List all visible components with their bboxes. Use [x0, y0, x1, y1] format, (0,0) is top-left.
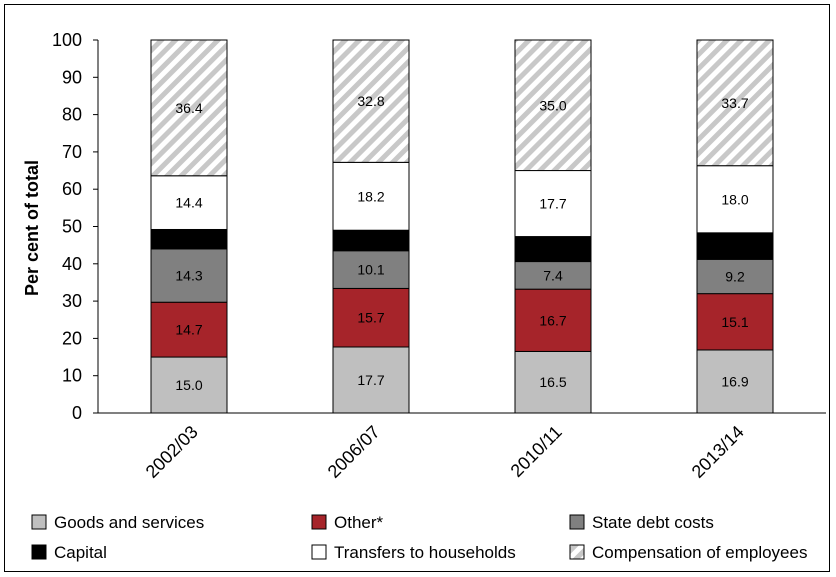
y-tick-label: 0 [72, 403, 82, 423]
legend-label: Other* [334, 513, 384, 532]
data-label: 14.4 [175, 195, 202, 211]
data-label: 32.8 [357, 93, 384, 109]
data-label: 18.0 [721, 191, 748, 207]
data-label: 6.7 [543, 241, 563, 257]
data-label: 15.7 [357, 310, 384, 326]
legend: Goods and services Other* State debt costs… [32, 513, 807, 562]
y-tick-label: 20 [62, 328, 82, 348]
y-tick-label: 90 [62, 67, 82, 87]
legend-swatch [32, 515, 46, 529]
data-label: 5.5 [361, 232, 381, 248]
x-tick-labels: 2002/03 2006/07 2010/11 2013/14 [142, 422, 748, 482]
y-tick-label: 30 [62, 291, 82, 311]
data-label: 15.1 [721, 314, 748, 330]
data-label: 9.2 [725, 268, 745, 284]
y-tick-label: 10 [62, 366, 82, 386]
x-tick-label: 2010/11 [507, 422, 566, 481]
data-label: 36.4 [175, 100, 202, 116]
legend-swatch [570, 515, 584, 529]
legend-swatch [32, 545, 46, 559]
legend-label: Capital [54, 543, 107, 562]
legend-label: Compensation of employees [592, 543, 807, 562]
x-tick-label: 2006/07 [324, 422, 384, 482]
x-tick-label: 2013/14 [688, 422, 748, 482]
data-label: 16.7 [539, 312, 566, 328]
data-label: 7.4 [543, 267, 563, 283]
data-label: 18.2 [357, 188, 384, 204]
x-tick-label: 2002/03 [142, 422, 202, 482]
y-tick-label: 70 [62, 142, 82, 162]
data-label: 10.1 [357, 262, 384, 278]
data-label: 14.7 [175, 322, 202, 338]
data-label: 17.7 [357, 372, 384, 388]
data-label: 7.1 [725, 238, 745, 254]
y-tick-label: 50 [62, 217, 82, 237]
legend-swatch [312, 515, 326, 529]
y-tick-label: 100 [52, 30, 82, 50]
data-label: 33.7 [721, 95, 748, 111]
data-label: 15.0 [175, 377, 202, 393]
y-tick-label: 80 [62, 105, 82, 125]
legend-label: Goods and services [54, 513, 204, 532]
y-tick-label: 40 [62, 254, 82, 274]
legend-label: State debt costs [592, 513, 714, 532]
data-label: 17.7 [539, 196, 566, 212]
y-axis-title: Per cent of total [22, 160, 42, 296]
data-label: 5.2 [179, 231, 199, 247]
legend-label: Transfers to households [334, 543, 516, 562]
data-label: 35.0 [539, 97, 566, 113]
legend-swatch [312, 545, 326, 559]
data-label: 16.5 [539, 374, 566, 390]
data-label: 14.3 [175, 268, 202, 284]
y-tick-label: 60 [62, 179, 82, 199]
data-label: 16.9 [721, 373, 748, 389]
legend-swatch [570, 545, 584, 559]
bars-group: 15.0 14.7 14.3 5.2 14.4 36.4 17.7 15.7 10.1 5.5 18… [151, 40, 773, 413]
